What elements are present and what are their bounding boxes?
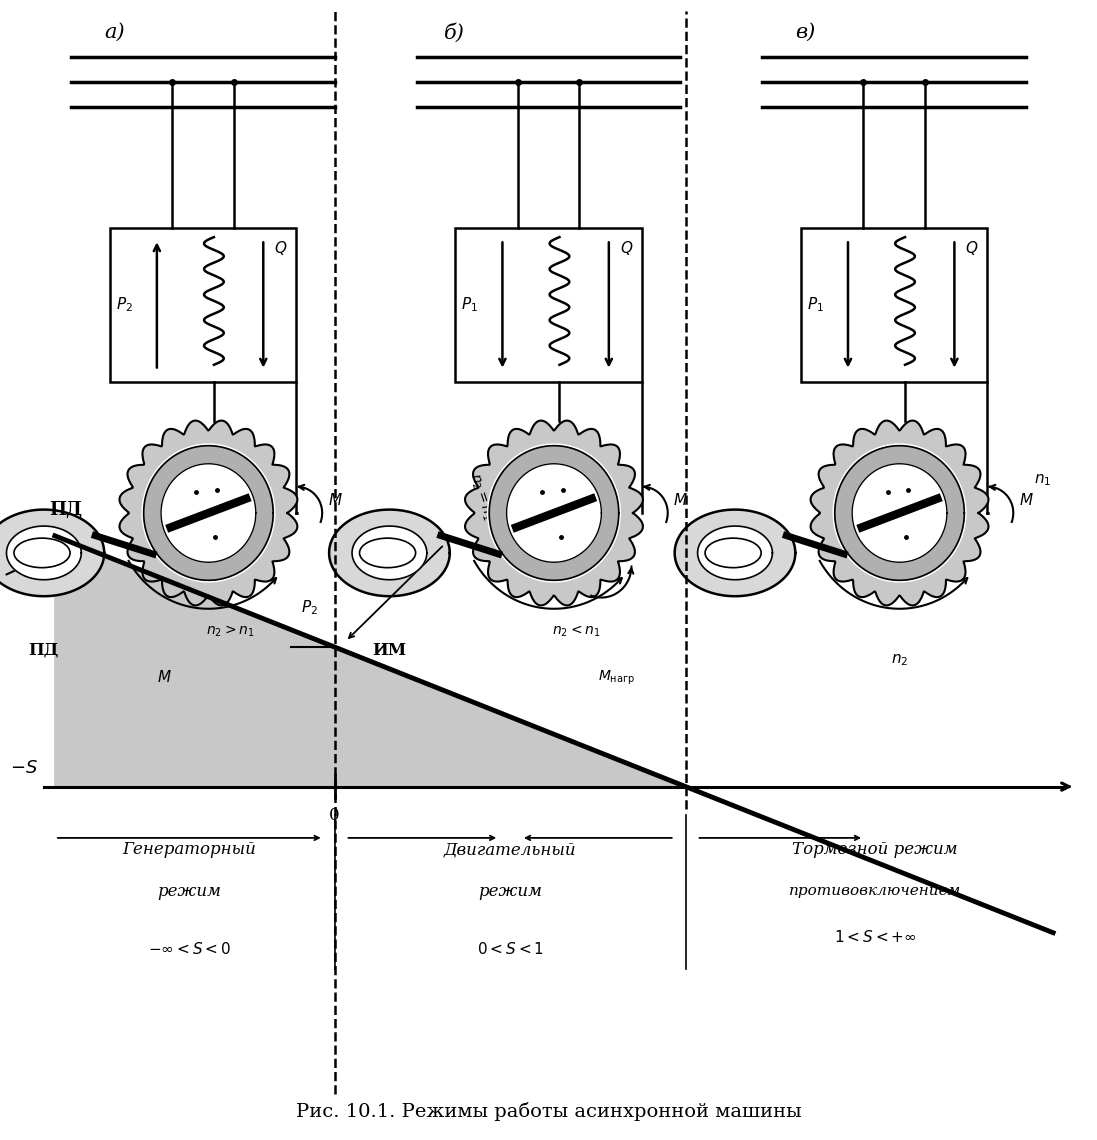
Text: $M_{\rm нагр}$: $M_{\rm нагр}$: [598, 669, 635, 687]
Text: $0 < S < 1$: $0 < S < 1$: [476, 940, 544, 956]
Text: $n_2>n_1$: $n_2>n_1$: [206, 624, 255, 640]
Text: $n_2$: $n_2$: [891, 652, 908, 668]
Ellipse shape: [360, 538, 416, 568]
Text: а): а): [104, 23, 125, 42]
Text: Двигательный: Двигательный: [444, 841, 576, 858]
Text: ПД: ПД: [49, 500, 82, 519]
Polygon shape: [143, 445, 274, 581]
Text: режим: режим: [478, 884, 542, 901]
Polygon shape: [7, 526, 81, 580]
Text: $P_1$: $P_1$: [462, 295, 478, 315]
Polygon shape: [144, 446, 273, 580]
Text: $M$: $M$: [157, 669, 172, 685]
Text: $Q$: $Q$: [274, 239, 287, 258]
Bar: [110, 228, 296, 382]
Polygon shape: [161, 464, 256, 562]
Text: $n_2=n_1$: $n_2=n_1$: [466, 471, 495, 522]
Text: $P_2$: $P_2$: [116, 295, 133, 315]
Text: Тормозной режим: Тормозной режим: [792, 841, 958, 858]
Polygon shape: [488, 445, 620, 581]
Text: $M$: $M$: [674, 491, 688, 507]
Polygon shape: [335, 648, 686, 787]
Text: Генераторный: Генераторный: [122, 841, 257, 858]
Text: противовключением: противовключением: [789, 884, 961, 897]
Ellipse shape: [14, 538, 70, 568]
Polygon shape: [686, 787, 1053, 933]
Text: ИМ: ИМ: [372, 642, 407, 659]
Bar: [455, 228, 642, 382]
Polygon shape: [834, 445, 965, 581]
Polygon shape: [55, 536, 335, 787]
Text: $P_2$: $P_2$: [302, 598, 318, 617]
Text: $-\infty < S < 0$: $-\infty < S < 0$: [148, 940, 230, 956]
Text: режим: режим: [157, 884, 222, 901]
Polygon shape: [675, 510, 795, 596]
Polygon shape: [329, 510, 450, 596]
Text: Рис. 10.1. Режимы работы асинхронной машины: Рис. 10.1. Режимы работы асинхронной маш…: [296, 1102, 801, 1121]
Polygon shape: [0, 510, 104, 596]
Text: $Q$: $Q$: [620, 239, 633, 258]
Text: $-S$: $-S$: [11, 759, 38, 777]
Polygon shape: [811, 421, 988, 605]
Text: б): б): [444, 23, 465, 42]
Bar: [801, 228, 987, 382]
Polygon shape: [835, 446, 964, 580]
Text: $n_2<n_1$: $n_2<n_1$: [552, 624, 600, 640]
Text: $M$: $M$: [328, 491, 342, 507]
Polygon shape: [489, 446, 619, 580]
Text: $M$: $M$: [1019, 491, 1033, 507]
Text: $n_1$: $n_1$: [1034, 472, 1052, 488]
Text: в): в): [795, 23, 815, 42]
Ellipse shape: [705, 538, 761, 568]
Polygon shape: [852, 464, 947, 562]
Text: $P_1$: $P_1$: [807, 295, 824, 315]
Polygon shape: [465, 421, 643, 605]
Text: $1 < S < +\infty$: $1 < S < +\infty$: [834, 929, 916, 945]
Text: $Q$: $Q$: [965, 239, 979, 258]
Text: ПД: ПД: [29, 642, 59, 659]
Text: 0: 0: [329, 807, 340, 824]
Polygon shape: [120, 421, 297, 605]
Polygon shape: [507, 464, 601, 562]
Polygon shape: [698, 526, 772, 580]
Polygon shape: [352, 526, 427, 580]
